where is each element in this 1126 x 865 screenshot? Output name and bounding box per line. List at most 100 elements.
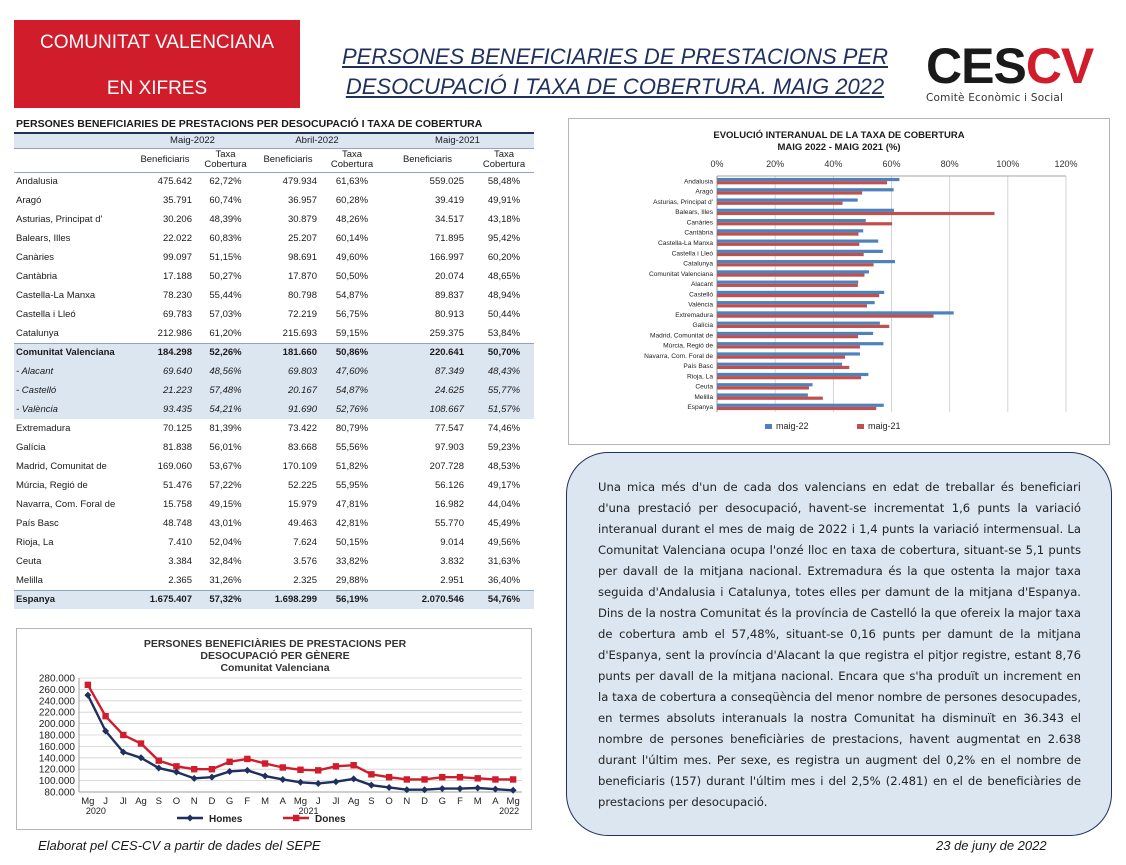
taxa-cell: 43,01%	[209, 518, 242, 529]
table-row: Espanya 1.675.407 57,32% 1.698.299 56,19% 2.0…	[14, 589, 534, 609]
taxa-cell: 48,56%	[198, 362, 253, 381]
beneficiaris-cell: 24.625	[381, 381, 474, 400]
period-header: Maig-2022	[132, 134, 253, 149]
category-label: Madrid, Comunitat de	[650, 332, 713, 339]
point-Dones	[120, 731, 127, 739]
row-label: País Basc	[16, 518, 59, 529]
col-header-beneficiaris: Beneficiaris	[381, 148, 474, 173]
bar-maig-22	[717, 321, 880, 325]
taxa-cell: 36,40%	[487, 574, 521, 586]
row-label: Comunitat Valenciana	[14, 342, 132, 362]
y-tick-label: 180.000	[39, 731, 76, 742]
beneficiaris-cell: 215.693	[282, 327, 317, 339]
beneficiaris-cell: 181.660	[253, 342, 323, 362]
bar-maig-21	[717, 376, 862, 380]
x-tick-label: 0%	[710, 159, 723, 169]
point-Dones	[474, 775, 481, 782]
taxa-cell: 56,75%	[335, 309, 369, 320]
year-label: 2020	[86, 806, 106, 816]
category-label: Cantàbria	[684, 230, 713, 237]
taxa-cell: 60,83%	[209, 233, 242, 244]
logo-cv: CV	[1025, 38, 1094, 94]
beneficiaris-cell: 1.698.299	[253, 589, 323, 609]
bar-maig-22	[717, 249, 883, 253]
taxa-cell: 95,42%	[487, 233, 521, 244]
beneficiaris-cell: 98.691	[287, 252, 317, 263]
beneficiaris-cell: 39.419	[434, 195, 464, 206]
table-row: Castella i Lleó 69.783 57,03% 72.219 56,75% 8…	[14, 305, 534, 324]
bar-maig-22	[717, 393, 808, 397]
point-Homes	[190, 774, 198, 782]
x-tick-label: Ag	[135, 796, 147, 807]
taxa-cell: 59,23%	[487, 442, 521, 453]
table-row: Comunitat Valenciana 184.298 52,26% 181.660…	[14, 342, 534, 362]
taxa-cell: 48,43%	[474, 362, 534, 381]
taxa-cell: 55,56%	[335, 442, 369, 453]
point-Homes	[456, 785, 464, 793]
point-Dones	[403, 776, 411, 783]
beneficiaris-cell: 479.934	[282, 176, 317, 188]
point-Homes	[297, 778, 304, 786]
year-label: 2021	[298, 806, 318, 816]
category-label: Andalusia	[684, 178, 713, 185]
line-chart-svg: PERSONES BENEFICIÀRIES DE PRESTACIONS PE…	[39, 637, 522, 825]
taxa-cell: 55,77%	[474, 381, 534, 400]
period-header: Abril-2022	[253, 134, 381, 149]
beneficiaris-cell: 89.837	[434, 290, 464, 301]
taxa-cell: 54,76%	[474, 589, 534, 609]
point-Dones	[439, 773, 446, 781]
point-Dones	[509, 776, 517, 783]
x-tick-label: Mg	[507, 796, 520, 807]
y-tick-label: 240.000	[39, 696, 76, 707]
beneficiaris-cell: 15.758	[162, 499, 192, 510]
point-Dones	[385, 773, 393, 781]
chart-subtitle: MAIG 2022 - MAIG 2021 (%)	[777, 142, 900, 153]
bar-maig-21	[717, 211, 995, 216]
x-tick-label: S	[156, 796, 162, 807]
row-label: Navarra, Com. Foral de	[16, 499, 116, 510]
col-header-taxa: Taxa Cobertura	[198, 148, 253, 173]
beneficiaris-cell: 2.325	[293, 574, 317, 586]
point-Homes	[243, 766, 251, 774]
beneficiaris-cell: 35.791	[162, 195, 192, 206]
row-label: Canàries	[16, 252, 55, 263]
taxa-cell: 60,14%	[335, 233, 369, 244]
taxa-cell: 60,74%	[209, 195, 242, 206]
beneficiaris-cell: 73.422	[287, 423, 317, 434]
row-label: Cantàbria	[16, 271, 58, 282]
x-tick-label: Ag	[348, 796, 360, 807]
category-label: Aragó	[695, 189, 713, 196]
point-Dones	[190, 766, 198, 773]
taxa-cell: 81,39%	[209, 423, 242, 434]
beneficiaris-cell: 72.219	[287, 309, 317, 320]
point-Homes	[385, 783, 393, 791]
beneficiaris-cell: 87.349	[381, 362, 474, 381]
bar-maig-21	[717, 283, 858, 287]
year-label: 2022	[499, 806, 519, 816]
bar-maig-22	[717, 188, 894, 192]
beneficiaris-cell: 212.986	[157, 327, 192, 339]
x-tick-label: 100%	[996, 159, 1019, 169]
x-tick-label: O	[173, 796, 180, 807]
taxa-cell: 54,87%	[335, 290, 369, 301]
row-label: - Alacant	[14, 362, 132, 381]
taxa-cell: 31,26%	[209, 574, 242, 586]
taxa-cell: 50,50%	[335, 271, 369, 282]
x-tick-label: F	[457, 796, 463, 807]
taxa-cell: 49,56%	[487, 537, 521, 548]
taxa-cell: 61,20%	[209, 327, 242, 339]
beneficiaris-cell: 80.798	[287, 290, 317, 301]
beneficiaris-cell: 7.624	[293, 537, 317, 548]
taxa-cell: 57,32%	[198, 589, 253, 609]
badge-line-1: COMUNITAT VALENCIANA	[39, 32, 274, 53]
point-Homes	[332, 778, 340, 786]
point-Dones	[492, 776, 499, 783]
taxa-cell: 48,53%	[487, 461, 521, 472]
beneficiaris-cell: 91.690	[253, 400, 323, 419]
x-tick-label: M	[261, 796, 269, 807]
row-label: Múrcia, Regió de	[16, 480, 88, 491]
bar-maig-22	[717, 229, 864, 233]
category-label: Ceuta	[695, 384, 713, 391]
point-Dones	[350, 762, 357, 769]
beneficiaris-cell: 207.728	[429, 461, 464, 472]
